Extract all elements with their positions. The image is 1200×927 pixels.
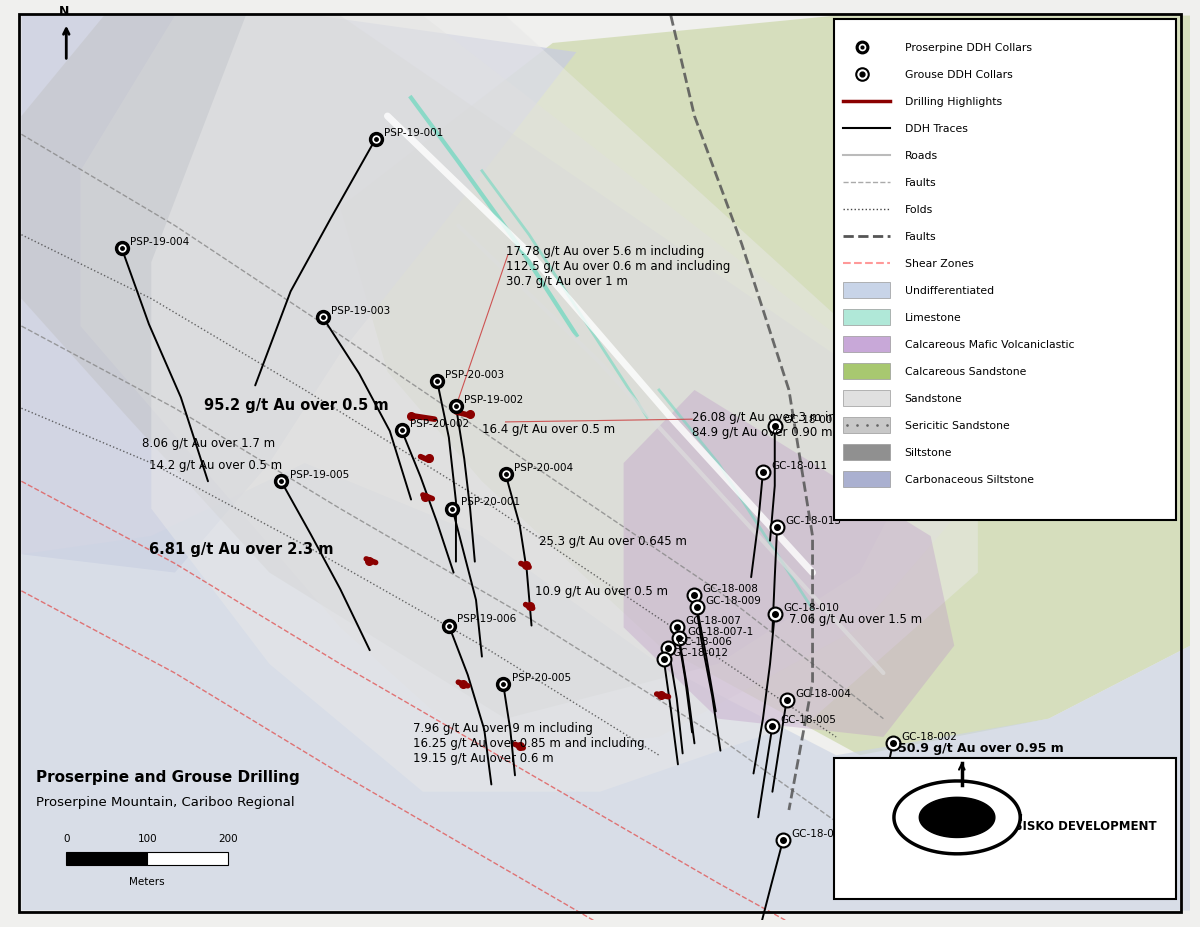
- Polygon shape: [22, 17, 907, 719]
- Text: 0: 0: [64, 833, 70, 843]
- Text: 25.3 g/t Au over 0.645 m: 25.3 g/t Au over 0.645 m: [539, 535, 686, 548]
- Text: 26.08 g/t Au over 3 m inlcuding
84.9 g/t Au over 0.90 m: 26.08 g/t Au over 3 m inlcuding 84.9 g/t…: [692, 411, 880, 438]
- Text: 14.2 g/t Au over 0.5 m: 14.2 g/t Au over 0.5 m: [149, 459, 282, 472]
- Text: PSP-19-005: PSP-19-005: [289, 470, 349, 479]
- Text: 17.78 g/t Au over 5.6 m including
112.5 g/t Au over 0.6 m and including
30.7 g/t: 17.78 g/t Au over 5.6 m including 112.5 …: [505, 245, 730, 287]
- Text: Shear Zones: Shear Zones: [905, 259, 973, 269]
- Text: 95.2 g/t Au over 0.5 m: 95.2 g/t Au over 0.5 m: [204, 398, 389, 413]
- Polygon shape: [919, 797, 995, 838]
- Text: GC-18-002: GC-18-002: [901, 731, 958, 742]
- Text: PSP-19-002: PSP-19-002: [464, 395, 523, 405]
- Text: 50.9 g/t Au over 0.95 m: 50.9 g/t Au over 0.95 m: [898, 741, 1063, 754]
- Text: Roads: Roads: [905, 150, 937, 160]
- Text: Carbonaceous Siltstone: Carbonaceous Siltstone: [905, 475, 1033, 485]
- Text: Proserpine and Grouse Drilling: Proserpine and Grouse Drilling: [36, 769, 299, 784]
- Text: 7.96 g/t Au over 9 m including
16.25 g/t Au over 0.85 m and including
19.15 g/t : 7.96 g/t Au over 9 m including 16.25 g/t…: [414, 720, 646, 764]
- Text: Folds: Folds: [905, 205, 932, 214]
- Text: Sandstone: Sandstone: [905, 393, 962, 403]
- Text: Limestone: Limestone: [905, 312, 961, 323]
- Polygon shape: [895, 782, 1019, 852]
- Text: DDH Traces: DDH Traces: [905, 123, 967, 133]
- Text: Calcareous Mafic Volcaniclastic: Calcareous Mafic Volcaniclastic: [905, 339, 1074, 349]
- Text: GC-18-006: GC-18-006: [677, 637, 733, 646]
- Text: N: N: [59, 6, 70, 19]
- Text: GC-18-008: GC-18-008: [703, 584, 758, 593]
- Bar: [844, 471, 890, 488]
- Text: Meters: Meters: [130, 876, 164, 886]
- Text: Faults: Faults: [905, 232, 936, 241]
- Text: PSP-20-003: PSP-20-003: [445, 369, 504, 379]
- Polygon shape: [151, 17, 978, 792]
- Text: Sericitic Sandstone: Sericitic Sandstone: [905, 421, 1009, 430]
- Text: Faults: Faults: [905, 177, 936, 187]
- Text: 200: 200: [218, 833, 238, 843]
- Text: 8.06 g/t Au over 1.7 m: 8.06 g/t Au over 1.7 m: [142, 436, 275, 449]
- Bar: [834, 20, 1176, 520]
- Text: OSISKO DEVELOPMENT: OSISKO DEVELOPMENT: [1004, 819, 1157, 832]
- Polygon shape: [22, 464, 1190, 910]
- Text: PSP-19-001: PSP-19-001: [384, 128, 443, 137]
- Text: Proserpine Mountain, Cariboo Regional: Proserpine Mountain, Cariboo Regional: [36, 795, 294, 808]
- Text: PSP-20-005: PSP-20-005: [511, 672, 571, 682]
- Bar: [844, 444, 890, 461]
- Text: GC-18-011: GC-18-011: [772, 461, 827, 471]
- Text: GC-18-012: GC-18-012: [672, 647, 728, 657]
- Text: PSP-20-002: PSP-20-002: [410, 418, 469, 428]
- Bar: [66, 852, 148, 865]
- Text: GC-18-004: GC-18-004: [794, 689, 851, 699]
- Polygon shape: [624, 390, 954, 737]
- Text: GC-18-003: GC-18-003: [784, 415, 839, 425]
- Polygon shape: [22, 17, 576, 573]
- Text: GC-18-007-1: GC-18-007-1: [688, 627, 754, 637]
- Text: Drilling Highlights: Drilling Highlights: [905, 96, 1002, 107]
- Bar: [844, 417, 890, 434]
- Bar: [834, 758, 1176, 899]
- Text: GC-18-013: GC-18-013: [786, 515, 841, 526]
- Bar: [844, 310, 890, 325]
- Text: 7.06 g/t Au over 1.5 m: 7.06 g/t Au over 1.5 m: [788, 612, 922, 625]
- Text: PSP-19-006: PSP-19-006: [457, 614, 516, 624]
- Text: 100: 100: [137, 833, 157, 843]
- Text: GC-18-001: GC-18-001: [791, 828, 847, 838]
- Bar: [148, 852, 228, 865]
- Polygon shape: [341, 17, 1190, 756]
- Polygon shape: [80, 17, 954, 756]
- Bar: [844, 337, 890, 352]
- Text: Undifferentiated: Undifferentiated: [905, 286, 994, 296]
- Text: 6.81 g/t Au over 2.3 m: 6.81 g/t Au over 2.3 m: [149, 541, 334, 556]
- Bar: [844, 282, 890, 298]
- Text: GC-18-010: GC-18-010: [784, 602, 839, 612]
- Text: GC-18-007: GC-18-007: [685, 616, 740, 626]
- Text: PSP-20-001: PSP-20-001: [461, 497, 520, 507]
- Text: Grouse DDH Collars: Grouse DDH Collars: [905, 70, 1013, 80]
- Text: GC-18-005: GC-18-005: [781, 714, 836, 724]
- Text: PSP-19-003: PSP-19-003: [331, 305, 390, 315]
- Text: PSP-19-004: PSP-19-004: [130, 237, 190, 247]
- Text: 16.4 g/t Au over 0.5 m: 16.4 g/t Au over 0.5 m: [482, 423, 616, 436]
- Bar: [844, 363, 890, 380]
- Text: Calcareous Sandstone: Calcareous Sandstone: [905, 366, 1026, 376]
- Bar: [844, 390, 890, 407]
- Text: GC-18-009: GC-18-009: [706, 595, 761, 605]
- Text: Proserpine DDH Collars: Proserpine DDH Collars: [905, 43, 1032, 53]
- Text: PSP-20-004: PSP-20-004: [514, 463, 572, 472]
- Text: 10.9 g/t Au over 0.5 m: 10.9 g/t Au over 0.5 m: [535, 584, 668, 597]
- Text: Siltstone: Siltstone: [905, 448, 952, 457]
